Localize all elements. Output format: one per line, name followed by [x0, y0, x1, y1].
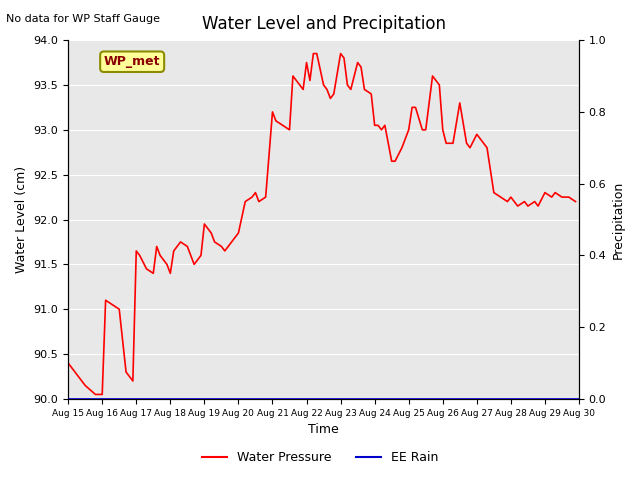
Text: No data for WP Staff Gauge: No data for WP Staff Gauge — [6, 14, 161, 24]
Text: WP_met: WP_met — [104, 55, 161, 68]
Y-axis label: Water Level (cm): Water Level (cm) — [15, 166, 28, 273]
X-axis label: Time: Time — [308, 423, 339, 436]
Title: Water Level and Precipitation: Water Level and Precipitation — [202, 15, 445, 33]
Y-axis label: Precipitation: Precipitation — [612, 180, 625, 259]
Legend: Water Pressure, EE Rain: Water Pressure, EE Rain — [196, 446, 444, 469]
